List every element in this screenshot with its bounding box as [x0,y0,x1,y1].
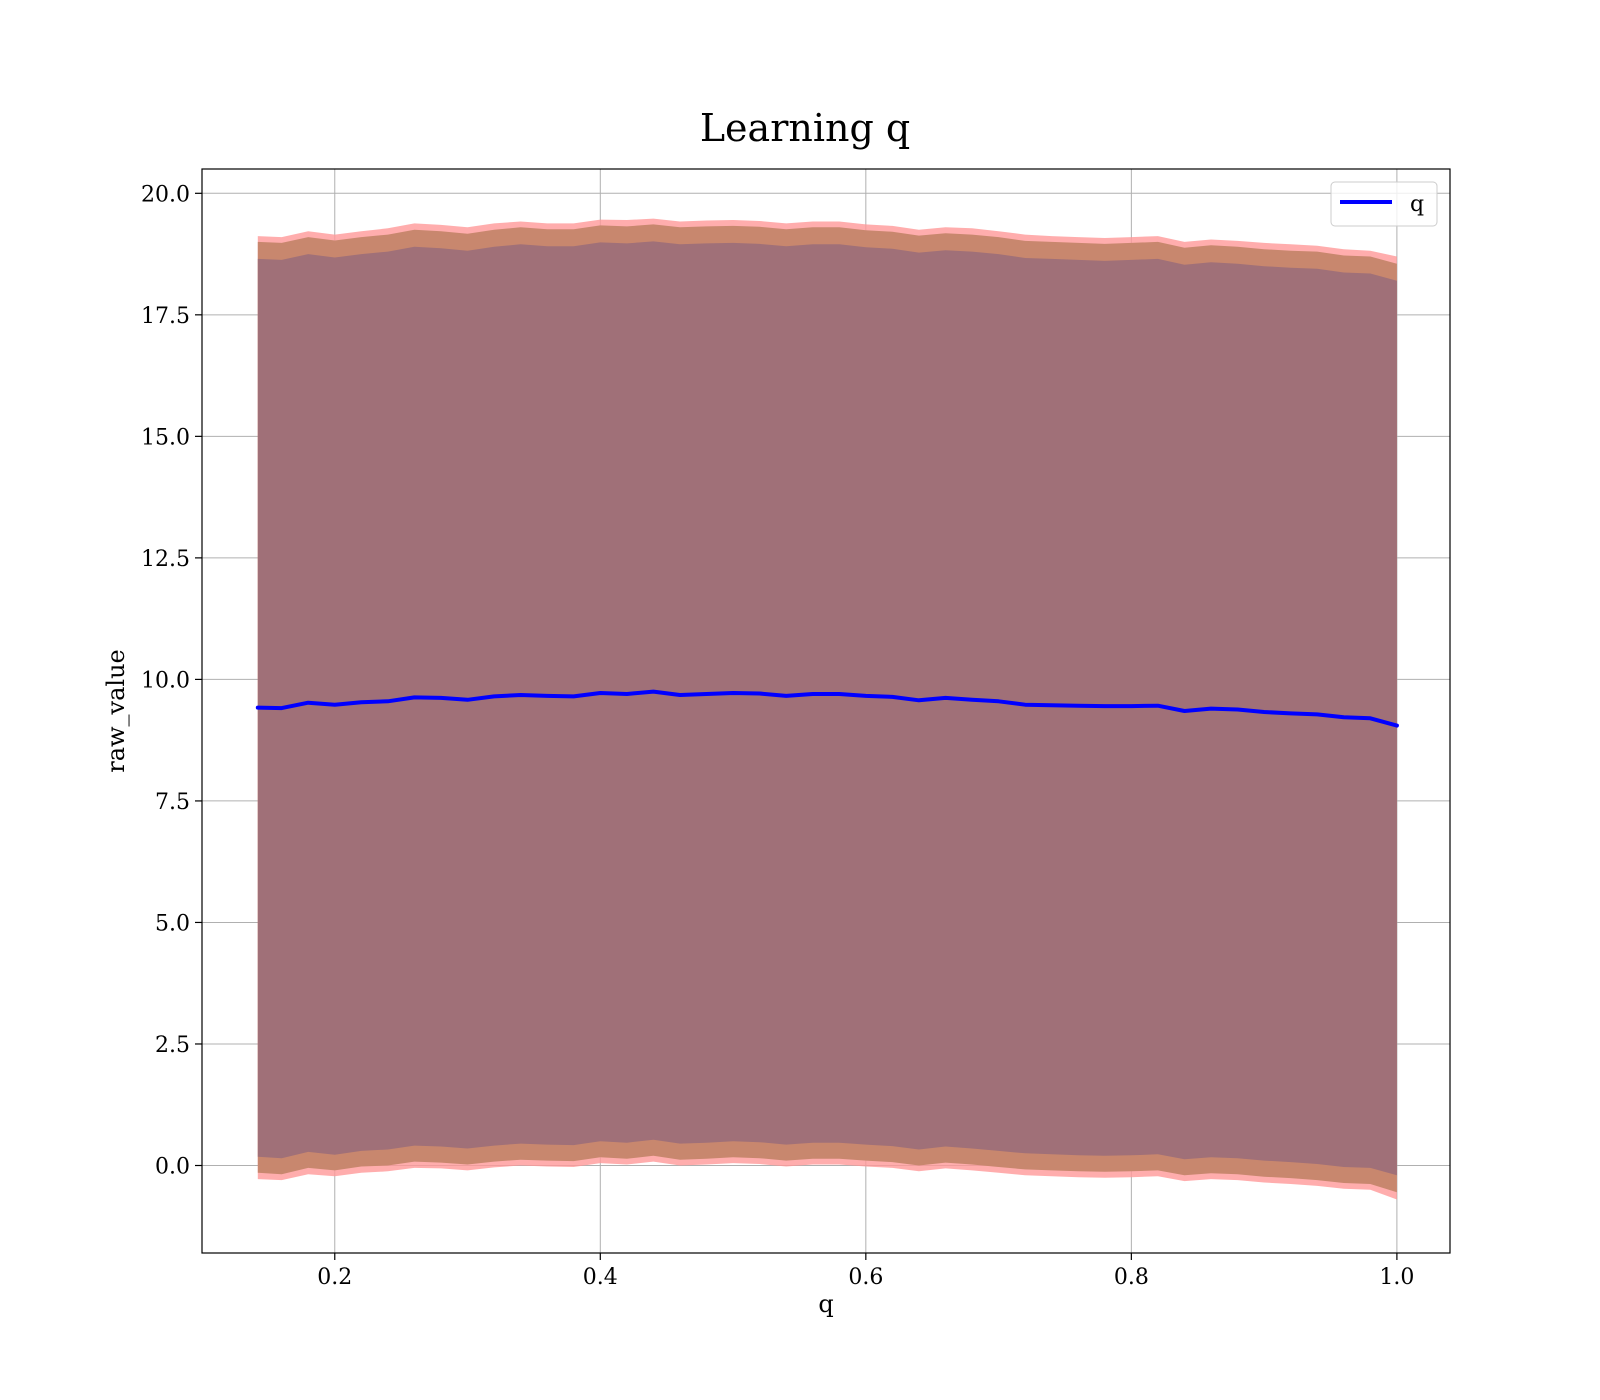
y-tick-label: 5.0 [155,911,190,936]
y-tick-label: 17.5 [141,304,190,329]
legend-label-q: q [1410,192,1424,217]
confidence-bands [257,218,1397,1200]
x-tick-label: 0.4 [583,1265,618,1290]
y-tick-label: 12.5 [141,547,190,572]
chart-title: Learning q [700,106,910,150]
y-axis-label: raw_value [102,649,130,773]
series-lines [255,689,1399,728]
axis-ticks: 0.2 0.4 0.6 0.8 1.0 0.0 2.5 5.0 7.5 10.0 12.5 15.0 1… [141,182,1414,1290]
x-tick-label: 0.6 [848,1265,883,1290]
y-tick-label: 10.0 [141,668,190,693]
legend: q [1330,181,1438,227]
y-tick-label: 15.0 [141,425,190,450]
x-tick-label: 0.2 [317,1265,352,1290]
x-tick-label: 0.8 [1114,1265,1149,1290]
band-inner [257,241,1397,1176]
x-axis-label: q [818,1290,833,1318]
series-line-q [255,689,1399,728]
y-tick-label: 7.5 [155,790,190,815]
y-tick-label: 0.0 [155,1155,190,1180]
x-tick-label: 1.0 [1379,1265,1414,1290]
y-tick-label: 2.5 [155,1033,190,1058]
y-tick-label: 20.0 [141,182,190,207]
plot-frame [201,168,1451,1254]
